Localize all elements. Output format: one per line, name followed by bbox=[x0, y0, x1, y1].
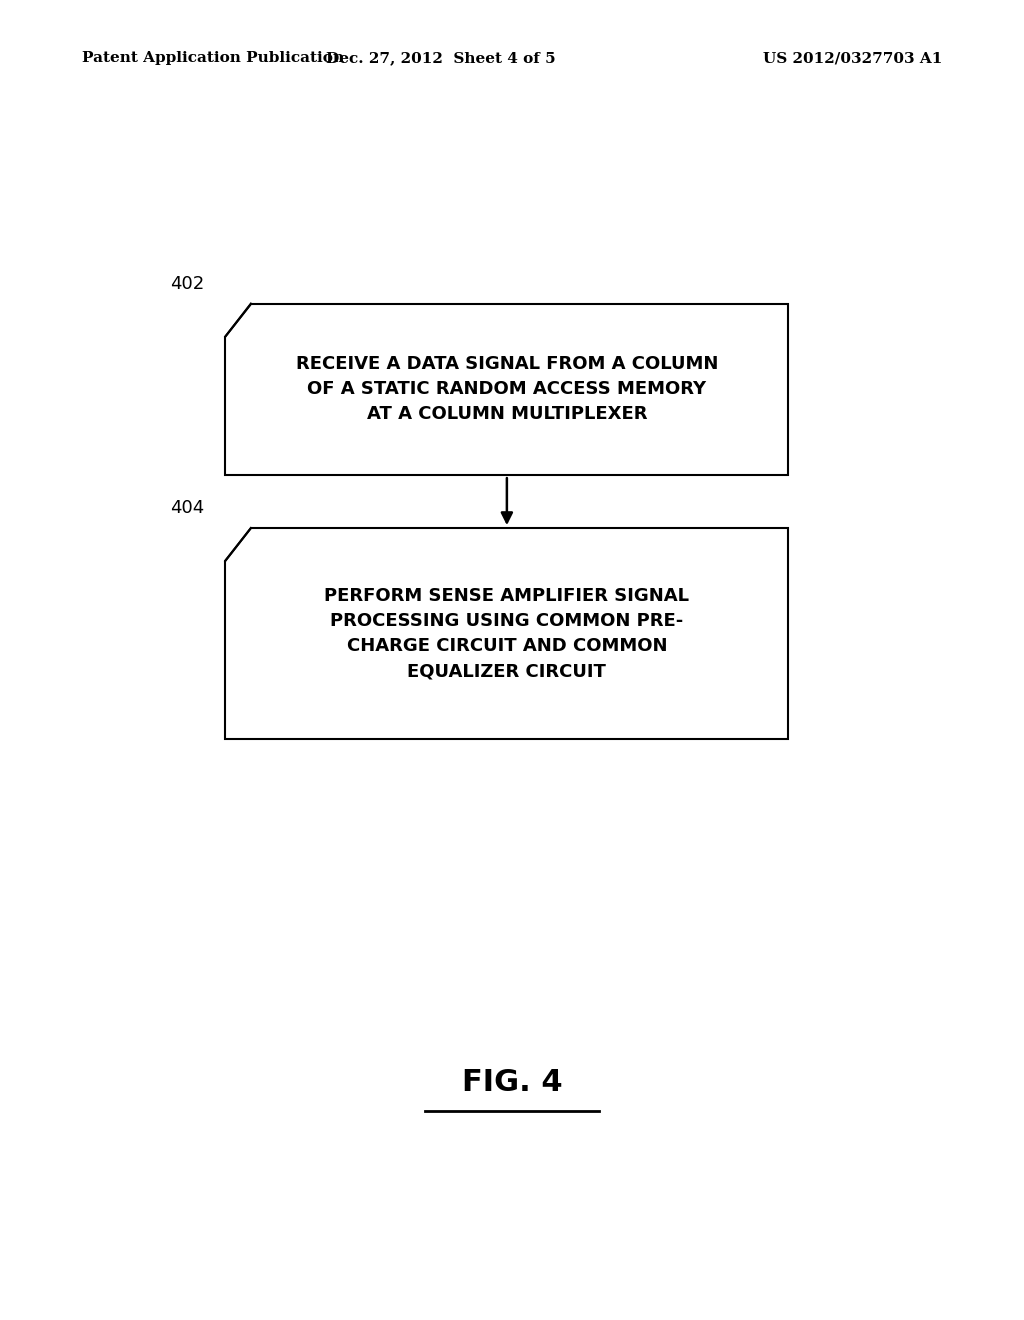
Polygon shape bbox=[225, 304, 788, 475]
Text: FIG. 4: FIG. 4 bbox=[462, 1068, 562, 1097]
Text: RECEIVE A DATA SIGNAL FROM A COLUMN
OF A STATIC RANDOM ACCESS MEMORY
AT A COLUMN: RECEIVE A DATA SIGNAL FROM A COLUMN OF A… bbox=[296, 355, 718, 424]
Text: 402: 402 bbox=[171, 275, 205, 293]
Text: PERFORM SENSE AMPLIFIER SIGNAL
PROCESSING USING COMMON PRE-
CHARGE CIRCUIT AND C: PERFORM SENSE AMPLIFIER SIGNAL PROCESSIN… bbox=[325, 587, 689, 680]
Text: US 2012/0327703 A1: US 2012/0327703 A1 bbox=[763, 51, 942, 65]
Text: 404: 404 bbox=[171, 499, 205, 517]
Text: Patent Application Publication: Patent Application Publication bbox=[82, 51, 344, 65]
Polygon shape bbox=[225, 528, 788, 739]
Text: Dec. 27, 2012  Sheet 4 of 5: Dec. 27, 2012 Sheet 4 of 5 bbox=[326, 51, 555, 65]
